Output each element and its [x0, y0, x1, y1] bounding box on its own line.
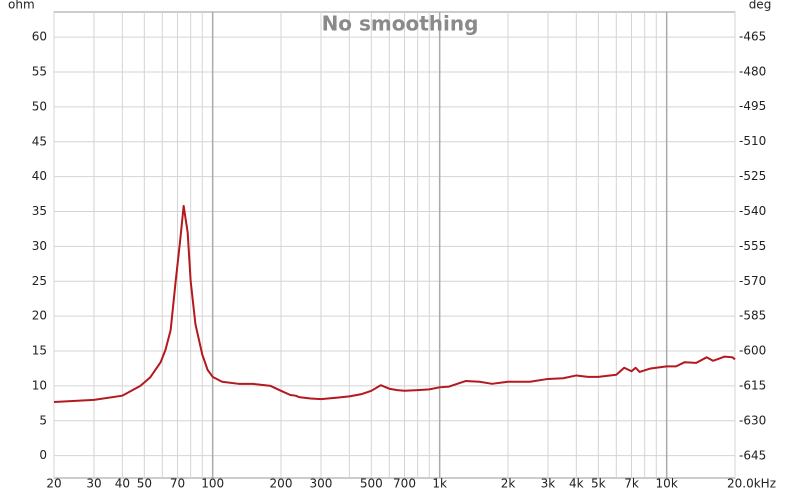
- x-tick-label: 200: [270, 477, 293, 491]
- y2-tick-label: -510: [739, 134, 766, 148]
- y2-tick-label: -570: [739, 274, 766, 288]
- y-tick-label: 45: [32, 134, 47, 148]
- y-tick-label: 25: [32, 274, 47, 288]
- y-tick-label: 5: [39, 413, 47, 427]
- y2-tick-label: -555: [739, 239, 766, 253]
- y-tick-label: 60: [32, 30, 47, 44]
- plot-area: [53, 11, 736, 479]
- chart-title: No smoothing: [322, 12, 479, 36]
- x-tick-label: 1k: [432, 477, 447, 491]
- x-tick-label: 5k: [591, 477, 606, 491]
- x-tick-label: 20.0kHz: [727, 477, 776, 491]
- x-tick-label: 500: [360, 477, 383, 491]
- y-axis-label: ohm: [8, 0, 35, 12]
- x-tick-label: 3k: [541, 477, 556, 491]
- y2-tick-label: -480: [739, 64, 766, 78]
- y2-tick-label: -630: [739, 413, 766, 427]
- x-tick-label: 100: [201, 477, 224, 491]
- y-tick-label: 55: [32, 64, 47, 78]
- y-tick-label: 20: [32, 309, 47, 323]
- x-tick-label: 70: [170, 477, 185, 491]
- x-tick-label: 20: [46, 477, 61, 491]
- y-tick-label: 35: [32, 204, 47, 218]
- x-tick-label: 40: [115, 477, 130, 491]
- x-tick-label: 700: [393, 477, 416, 491]
- x-tick-label: 50: [137, 477, 152, 491]
- x-tick-label: 30: [86, 477, 101, 491]
- y-tick-label: 40: [32, 169, 47, 183]
- x-tick-label: 10k: [656, 477, 678, 491]
- impedance-line: [53, 204, 736, 403]
- x-tick-label: 4k: [569, 477, 584, 491]
- y2-axis-label: deg: [749, 0, 772, 12]
- y2-tick-label: -600: [739, 344, 766, 358]
- y2-tick-label: -525: [739, 169, 766, 183]
- y2-tick-label: -540: [739, 204, 766, 218]
- y-tick-label: 0: [39, 448, 47, 462]
- y2-tick-label: -465: [739, 29, 766, 43]
- y2-tick-label: -495: [739, 99, 766, 113]
- y-tick-label: 10: [32, 378, 47, 392]
- x-tick-label: 300: [310, 477, 333, 491]
- x-tick-label: 2k: [501, 477, 516, 491]
- y2-tick-label: -615: [739, 379, 766, 393]
- y-tick-label: 30: [32, 239, 47, 253]
- y2-tick-label: -585: [739, 309, 766, 323]
- x-tick-label: 7k: [624, 477, 639, 491]
- y-tick-label: 50: [32, 99, 47, 113]
- y-tick-label: 15: [32, 344, 47, 358]
- y2-tick-label: -645: [739, 448, 766, 462]
